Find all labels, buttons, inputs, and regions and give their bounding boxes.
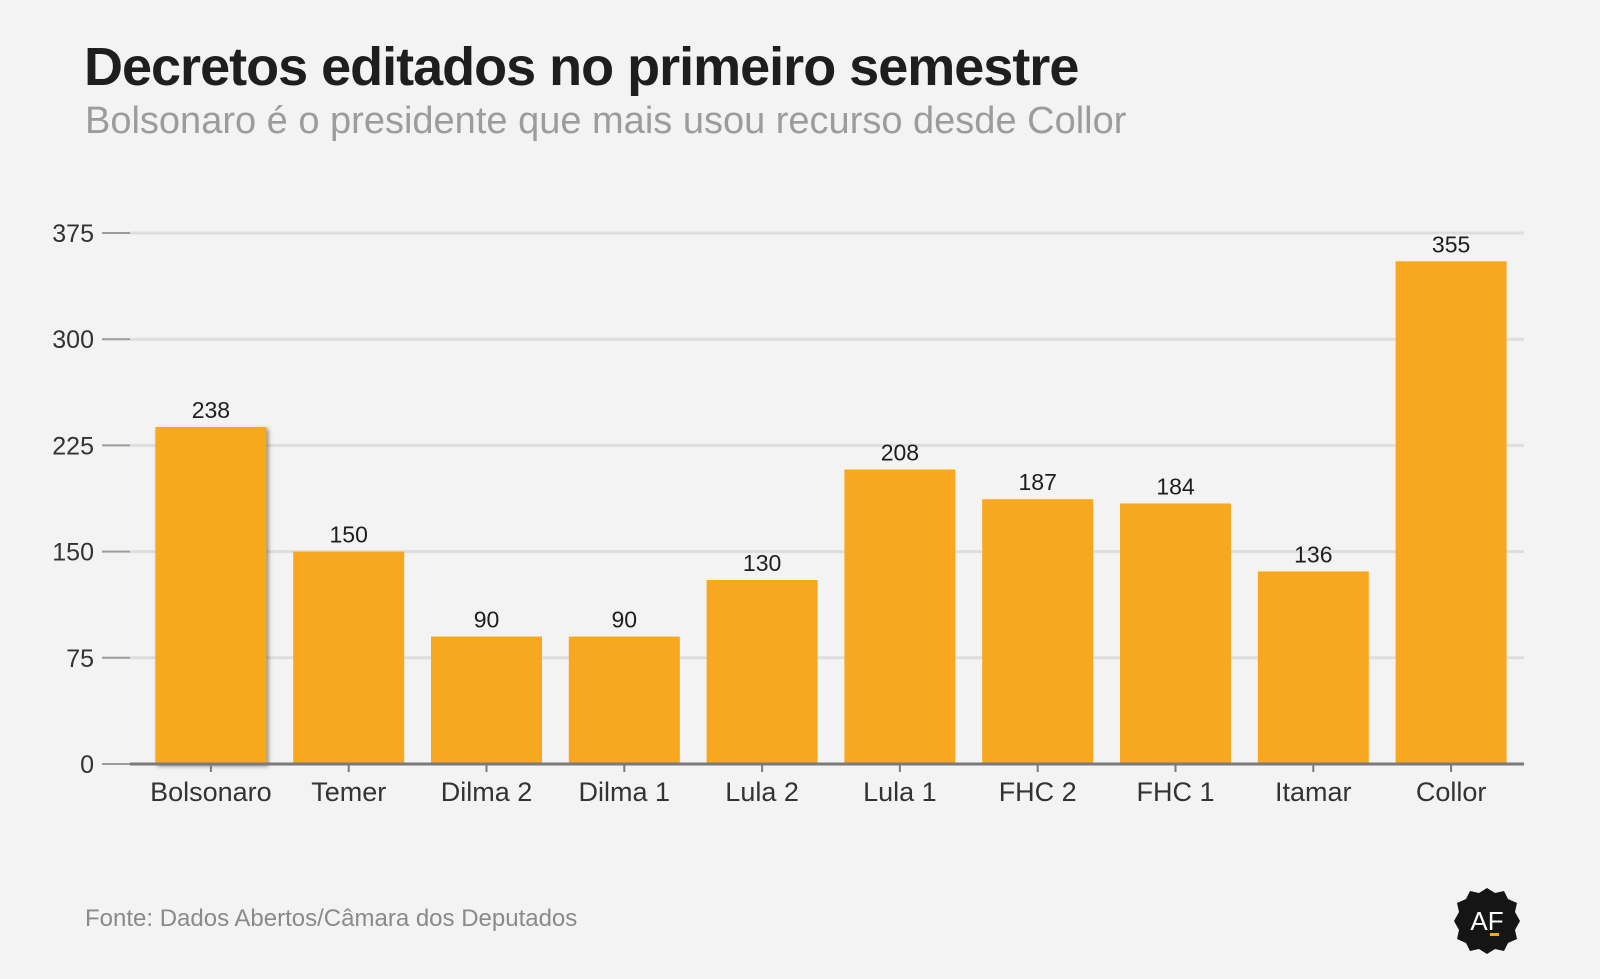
x-tick-label: Temer (311, 777, 386, 807)
bar-lula-1 (844, 469, 956, 764)
x-tick-label: FHC 2 (999, 777, 1077, 807)
source-note: Fonte: Dados Abertos/Câmara dos Deputado… (85, 905, 578, 932)
x-axis-ticks: Bolsonaro Temer Dilma 2 Dilma 1 Lula 2 Lula 1… (150, 764, 1486, 807)
data-label: 238 (192, 397, 230, 423)
x-tick-label: Dilma 2 (441, 777, 533, 807)
bar-bolsonaro (155, 426, 267, 764)
data-labels: 238 150 90 90 130 208 187 184 136 355 (192, 231, 1471, 632)
y-tick-label: 150 (52, 539, 94, 567)
y-tick-label: 375 (52, 220, 94, 248)
bars (155, 261, 1507, 764)
x-tick-label: Lula 1 (863, 777, 937, 807)
bar-collor (1395, 261, 1507, 764)
bar-temer (293, 551, 405, 764)
data-label: 150 (330, 522, 368, 548)
bar-fhc-2 (982, 499, 1094, 764)
y-tick-label: 75 (66, 645, 94, 673)
x-tick-label: Collor (1416, 777, 1487, 807)
bar-dilma-1 (568, 636, 680, 764)
bar-lula-2 (706, 579, 818, 764)
data-label: 184 (1156, 473, 1195, 499)
x-tick-label: Dilma 1 (579, 777, 671, 807)
y-axis-ticks: 0 75 150 225 300 375 (52, 220, 130, 779)
logo-badge-icon (1454, 888, 1520, 954)
data-label: 130 (743, 550, 781, 576)
y-tick-label: 0 (80, 751, 94, 779)
chart-subtitle: Bolsonaro é o presidente que mais usou r… (85, 100, 1127, 142)
x-tick-label: FHC 1 (1136, 777, 1214, 807)
bar-chart: 0 75 150 225 300 375 238 150 90 90 130 208 187 184 13… (52, 220, 1524, 807)
af-logo: AF (1452, 886, 1522, 956)
data-label: 90 (612, 607, 638, 633)
data-label: 208 (881, 439, 919, 465)
chart-title: Decretos editados no primeiro semestre (84, 37, 1079, 97)
data-label: 187 (1019, 469, 1057, 495)
data-label: 136 (1294, 541, 1332, 567)
bar-dilma-2 (431, 636, 542, 764)
bar-itamar (1257, 571, 1369, 764)
data-label: 90 (474, 607, 500, 633)
x-tick-label: Itamar (1275, 777, 1352, 807)
y-tick-label: 300 (52, 326, 94, 354)
y-tick-label: 225 (52, 432, 94, 460)
data-label: 355 (1432, 231, 1470, 257)
x-tick-label: Bolsonaro (150, 777, 272, 807)
bar-fhc-1 (1120, 503, 1231, 764)
x-tick-label: Lula 2 (725, 777, 799, 807)
logo-text: AF (1470, 906, 1503, 936)
